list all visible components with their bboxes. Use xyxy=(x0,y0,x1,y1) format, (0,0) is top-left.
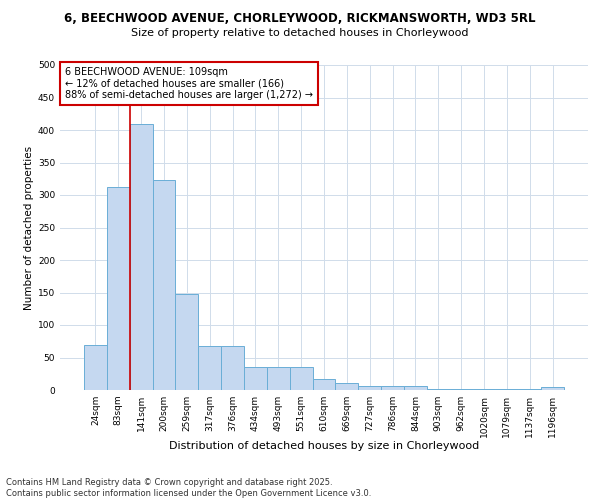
Bar xyxy=(198,346,221,390)
X-axis label: Distribution of detached houses by size in Chorleywood: Distribution of detached houses by size … xyxy=(169,441,479,451)
Bar xyxy=(267,366,290,390)
Bar xyxy=(358,386,381,390)
Bar xyxy=(404,386,427,390)
Bar xyxy=(175,294,198,390)
Bar xyxy=(427,388,450,390)
Bar xyxy=(313,379,335,390)
Text: Size of property relative to detached houses in Chorleywood: Size of property relative to detached ho… xyxy=(131,28,469,38)
Bar xyxy=(107,186,130,390)
Y-axis label: Number of detached properties: Number of detached properties xyxy=(24,146,34,310)
Bar xyxy=(450,388,473,390)
Text: 6, BEECHWOOD AVENUE, CHORLEYWOOD, RICKMANSWORTH, WD3 5RL: 6, BEECHWOOD AVENUE, CHORLEYWOOD, RICKMA… xyxy=(64,12,536,26)
Bar xyxy=(290,366,313,390)
Text: Contains HM Land Registry data © Crown copyright and database right 2025.
Contai: Contains HM Land Registry data © Crown c… xyxy=(6,478,371,498)
Bar xyxy=(473,388,496,390)
Bar xyxy=(152,180,175,390)
Bar xyxy=(130,124,152,390)
Bar xyxy=(221,346,244,390)
Text: 6 BEECHWOOD AVENUE: 109sqm
← 12% of detached houses are smaller (166)
88% of sem: 6 BEECHWOOD AVENUE: 109sqm ← 12% of deta… xyxy=(65,66,313,100)
Bar xyxy=(84,344,107,390)
Bar xyxy=(381,386,404,390)
Bar xyxy=(335,383,358,390)
Bar xyxy=(541,387,564,390)
Bar xyxy=(244,366,267,390)
